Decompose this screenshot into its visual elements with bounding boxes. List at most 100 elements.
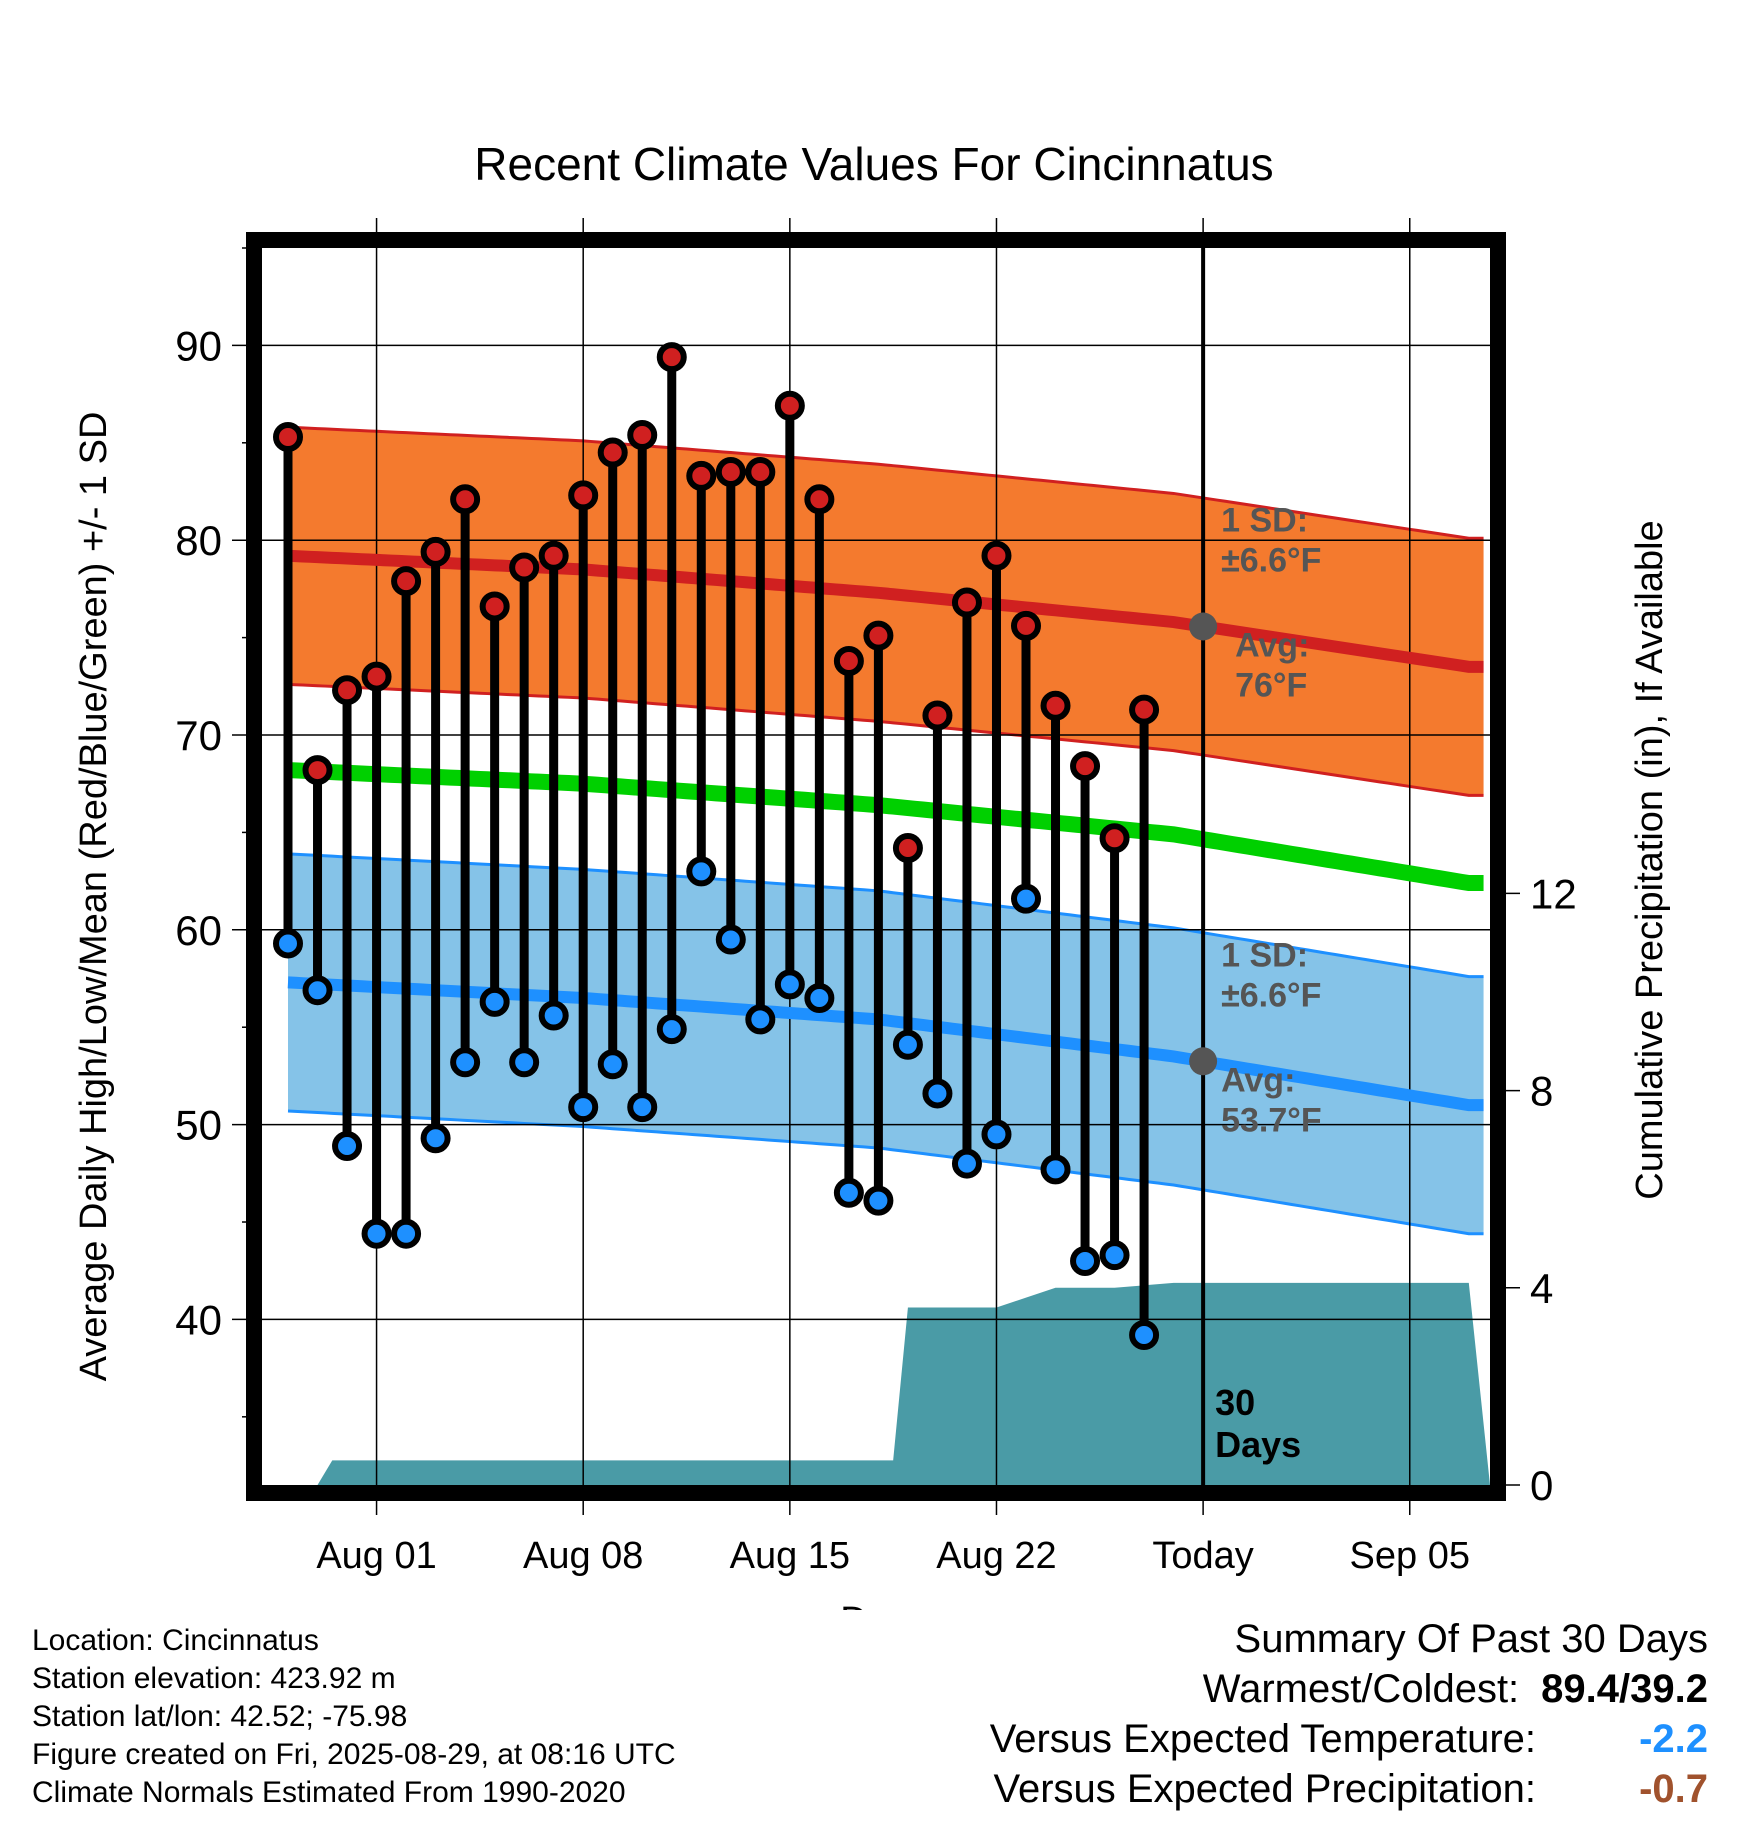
summary-warm-cold: Warmest/Coldest: 89.4/39.2 <box>990 1664 1708 1714</box>
daily-high-point <box>627 420 658 451</box>
daily-high-point <box>597 437 628 468</box>
daily-high-point <box>509 552 540 583</box>
daily-low-point <box>273 928 303 959</box>
daily-high-point <box>420 536 451 567</box>
daily-high-point <box>450 484 481 515</box>
daily-high-point <box>332 675 363 706</box>
daily-high-point <box>715 457 746 488</box>
latlon-text: Station lat/lon: 42.52; -75.98 <box>32 1700 408 1733</box>
high-sd-band-lower-edge <box>287 682 1484 797</box>
daily-low-point <box>479 986 510 1017</box>
x-tick-label: Today <box>1152 1535 1253 1577</box>
daily-low-point <box>745 1004 776 1035</box>
temp-label: Versus Expected Temperature: <box>989 1717 1536 1761</box>
daily-low-point <box>627 1092 658 1123</box>
summary-panel: Summary Of Past 30 Days Warmest/Coldest:… <box>990 1614 1708 1814</box>
normals-text: Climate Normals Estimated From 1990-2020 <box>32 1776 626 1809</box>
low-avg-annotation: Avg: 53.7°F <box>1221 1061 1322 1139</box>
daily-high-point <box>1011 610 1041 641</box>
daily-low-point <box>391 1218 422 1249</box>
x-tick-label: Aug 22 <box>936 1535 1056 1577</box>
location-text: Location: Cincinnatus <box>32 1624 319 1657</box>
daily-low-point <box>686 856 717 887</box>
daily-high-point <box>774 390 805 421</box>
daily-low-point <box>922 1078 953 1109</box>
daily-low-point <box>892 1029 923 1060</box>
chart-title: Recent Climate Values For Cincinnatus <box>474 138 1273 190</box>
precip-label: Versus Expected Precipitation: <box>993 1767 1536 1811</box>
x-tick-label: Sep 05 <box>1350 1535 1470 1577</box>
low-sd-band-lower-edge <box>287 1109 1484 1236</box>
y-tick-label: 50 <box>175 1102 222 1149</box>
daily-low-point <box>538 1000 569 1031</box>
temp-value: -2.2 <box>1639 1717 1708 1761</box>
summary-temperature: Versus Expected Temperature: -2.2 <box>990 1714 1708 1764</box>
daily-low-point <box>863 1185 894 1216</box>
high-sd-band-upper-edge <box>287 425 1484 540</box>
y2-tick-label: 8 <box>1530 1068 1553 1115</box>
daily-high-point <box>538 540 569 571</box>
daily-low-point <box>656 1014 687 1045</box>
elevation-text: Station elevation: 423.92 m <box>32 1662 396 1695</box>
daily-low-point <box>1040 1154 1071 1185</box>
plot-area: 1 SD: ±6.6°F Avg: 76°F 1 SD: ±6.6°F Avg: 53.7°F… <box>73 218 1671 1610</box>
y2-tick-label: 4 <box>1530 1265 1553 1312</box>
daily-low-point <box>1099 1240 1130 1271</box>
daily-low-point <box>1129 1320 1160 1351</box>
daily-high-point <box>833 645 864 676</box>
daily-high-point <box>951 587 982 618</box>
warm-cold-value: 89.4/39.2 <box>1541 1667 1708 1711</box>
y2-tick-label: 0 <box>1530 1462 1553 1509</box>
daily-high-point <box>863 620 894 651</box>
daily-high-point <box>1070 751 1101 782</box>
climate-chart: Recent Climate Values For Cincinnatus 1 … <box>73 138 1671 1610</box>
plot-content: 1 SD: ±6.6°F Avg: 76°F 1 SD: ±6.6°F Avg: 53.7°F… <box>262 248 1490 1485</box>
daily-high-point <box>922 700 953 731</box>
x-tick-label: Aug 01 <box>316 1535 436 1577</box>
daily-low-point <box>1070 1245 1101 1276</box>
y-tick-label: 70 <box>175 712 222 759</box>
today-days-label: 30 Days <box>1215 1382 1301 1465</box>
daily-low-point <box>981 1119 1012 1150</box>
summary-heading: Summary Of Past 30 Days <box>1234 1617 1708 1661</box>
normal-mean-line <box>287 762 1484 892</box>
today-high-avg-marker <box>1189 612 1218 641</box>
x-axis-label: Day <box>840 1600 908 1610</box>
daily-low-point <box>450 1047 481 1078</box>
y-tick-label: 90 <box>175 322 222 369</box>
daily-high-point <box>391 566 422 597</box>
precipitation-area <box>317 1282 1490 1485</box>
daily-low-point <box>833 1177 864 1208</box>
high-avg-annotation: Avg: 76°F <box>1235 627 1309 705</box>
station-info: Location: Cincinnatus Station elevation:… <box>32 1622 676 1812</box>
daily-high-point <box>273 421 303 452</box>
x-tick-label: Aug 15 <box>730 1535 850 1577</box>
daily-high-point <box>981 540 1012 571</box>
daily-low-point <box>774 969 805 1000</box>
daily-high-point <box>361 661 392 692</box>
daily-high-point <box>892 832 923 863</box>
created-text: Figure created on Fri, 2025-08-29, at 08… <box>32 1738 676 1771</box>
daily-high-point <box>1099 823 1130 854</box>
y-tick-label: 40 <box>175 1296 222 1343</box>
daily-high-point <box>302 755 333 786</box>
daily-low-point <box>420 1123 451 1154</box>
high-sd-annotation: 1 SD: ±6.6°F <box>1221 502 1321 580</box>
y2-axis-label: Cumulative Precipitation (in), If Availa… <box>1629 520 1671 1199</box>
low-sd-band-upper-edge <box>287 852 1484 979</box>
daily-low-point <box>597 1049 628 1080</box>
daily-low-point <box>1011 883 1041 914</box>
daily-high-point <box>686 460 717 491</box>
today-low-avg-marker <box>1189 1047 1218 1076</box>
daily-high-point <box>804 484 835 515</box>
plot-frame <box>246 232 1506 1501</box>
summary-precipitation: Versus Expected Precipitation: -0.7 <box>990 1764 1708 1814</box>
y-axis-label: Average Daily High/Low/Mean (Red/Blue/Gr… <box>73 412 115 1382</box>
y-tick-label: 80 <box>175 517 222 564</box>
warm-cold-label: Warmest/Coldest: <box>1202 1667 1520 1711</box>
daily-low-point <box>715 924 746 955</box>
daily-low-point <box>361 1218 392 1249</box>
daily-high-point <box>479 591 510 622</box>
y-tick-label: 60 <box>175 907 222 954</box>
low-sd-annotation: 1 SD: ±6.6°F <box>1221 936 1321 1014</box>
